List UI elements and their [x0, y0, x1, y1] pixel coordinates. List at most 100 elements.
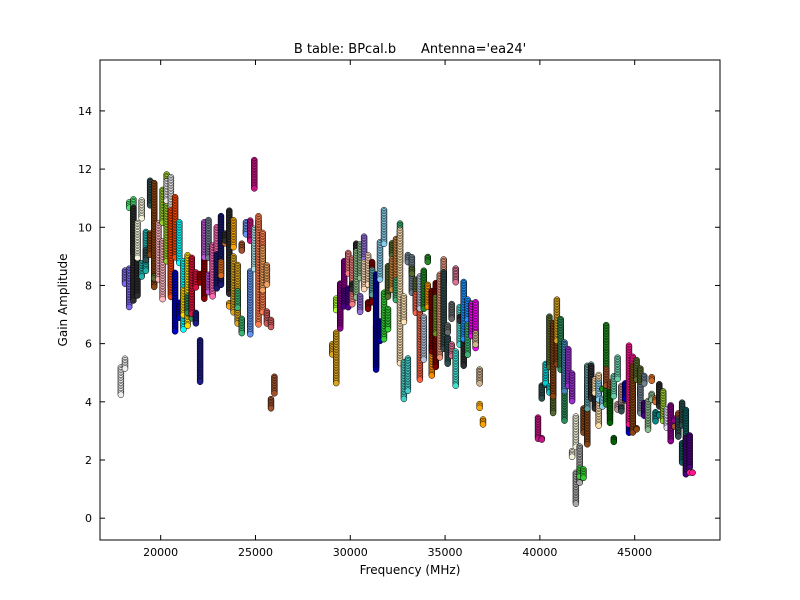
data-point	[217, 281, 225, 289]
spw-18	[192, 309, 204, 386]
data-point	[130, 297, 137, 304]
data-point	[584, 405, 591, 412]
chart-title: B table: BPcal.b Antenna='ea24'	[294, 42, 526, 57]
data-point	[238, 329, 246, 337]
data-point	[263, 281, 271, 288]
data-point	[121, 365, 129, 372]
data-point	[479, 421, 487, 428]
x-tick-label: 20000	[143, 546, 178, 559]
data-point	[420, 356, 428, 363]
y-tick-label: 0	[85, 512, 92, 525]
data-point	[267, 405, 275, 412]
data-point	[472, 341, 479, 348]
data-point	[184, 322, 191, 329]
data-point	[332, 379, 340, 387]
data-point	[356, 308, 364, 316]
data-point	[192, 320, 200, 327]
data-point	[125, 303, 133, 311]
data-point	[652, 417, 659, 425]
spw-115	[686, 468, 696, 477]
spw-86	[576, 465, 587, 482]
data-point	[336, 325, 344, 332]
data-point	[142, 267, 150, 275]
data-point	[648, 377, 655, 384]
data-point	[610, 392, 618, 400]
data-points	[117, 156, 696, 507]
data-point	[142, 256, 150, 264]
data-point	[675, 433, 682, 440]
y-tick-label: 2	[85, 454, 92, 467]
spw-4	[134, 197, 145, 262]
data-point	[348, 300, 356, 308]
data-point	[180, 326, 187, 333]
data-point	[584, 441, 591, 448]
data-point	[614, 375, 621, 383]
data-point	[267, 323, 275, 331]
data-point	[460, 362, 467, 369]
data-point	[561, 417, 568, 424]
x-axis-label: Frequency (MHz)	[360, 563, 461, 577]
data-point	[171, 328, 179, 335]
x-tick-label: 35000	[428, 546, 463, 559]
data-point	[138, 214, 145, 222]
data-point	[689, 469, 696, 477]
data-point	[549, 409, 557, 417]
y-tick-label: 10	[78, 221, 92, 234]
data-point	[572, 500, 580, 507]
data-point	[209, 293, 216, 300]
data-point	[380, 335, 388, 343]
data-point	[380, 240, 388, 248]
data-point	[606, 419, 614, 427]
y-axis-label: Gain Amplitude	[56, 254, 70, 347]
data-point	[217, 272, 225, 279]
data-point	[134, 292, 141, 299]
data-point	[610, 438, 618, 446]
x-tick-label: 30000	[333, 546, 368, 559]
data-point	[234, 304, 241, 311]
data-point	[408, 270, 416, 277]
data-point	[150, 283, 158, 291]
data-point	[117, 391, 125, 398]
data-point	[580, 474, 587, 482]
data-point	[201, 295, 208, 302]
data-point	[568, 397, 576, 405]
data-point	[444, 329, 451, 336]
data-point	[538, 395, 546, 402]
data-point	[644, 426, 652, 433]
data-point	[448, 315, 455, 322]
data-point	[436, 354, 444, 361]
spw-0	[117, 355, 129, 398]
data-point	[138, 273, 145, 280]
data-point	[464, 351, 471, 358]
data-point	[428, 372, 436, 379]
data-point	[444, 360, 451, 367]
data-point	[452, 278, 459, 286]
data-point	[134, 254, 141, 262]
data-point	[416, 376, 424, 383]
data-point	[400, 318, 408, 326]
y-tick-label: 6	[85, 338, 92, 351]
data-point	[196, 378, 204, 386]
data-point	[568, 453, 576, 461]
data-point	[271, 390, 278, 397]
data-point	[424, 258, 432, 266]
y-tick-label: 4	[85, 396, 92, 409]
data-point	[595, 422, 602, 429]
data-point	[238, 247, 246, 254]
data-point	[404, 387, 412, 394]
data-point	[538, 436, 546, 443]
data-point	[230, 243, 237, 251]
data-point	[159, 295, 166, 303]
data-point	[384, 293, 392, 300]
data-point	[259, 286, 266, 294]
data-point	[561, 387, 568, 395]
x-tick-label: 40000	[522, 546, 557, 559]
data-point	[384, 325, 392, 333]
data-point	[432, 363, 440, 371]
data-point	[251, 185, 258, 192]
data-point	[372, 366, 380, 373]
data-point	[400, 395, 408, 403]
data-point	[667, 437, 674, 445]
data-point	[476, 380, 483, 387]
